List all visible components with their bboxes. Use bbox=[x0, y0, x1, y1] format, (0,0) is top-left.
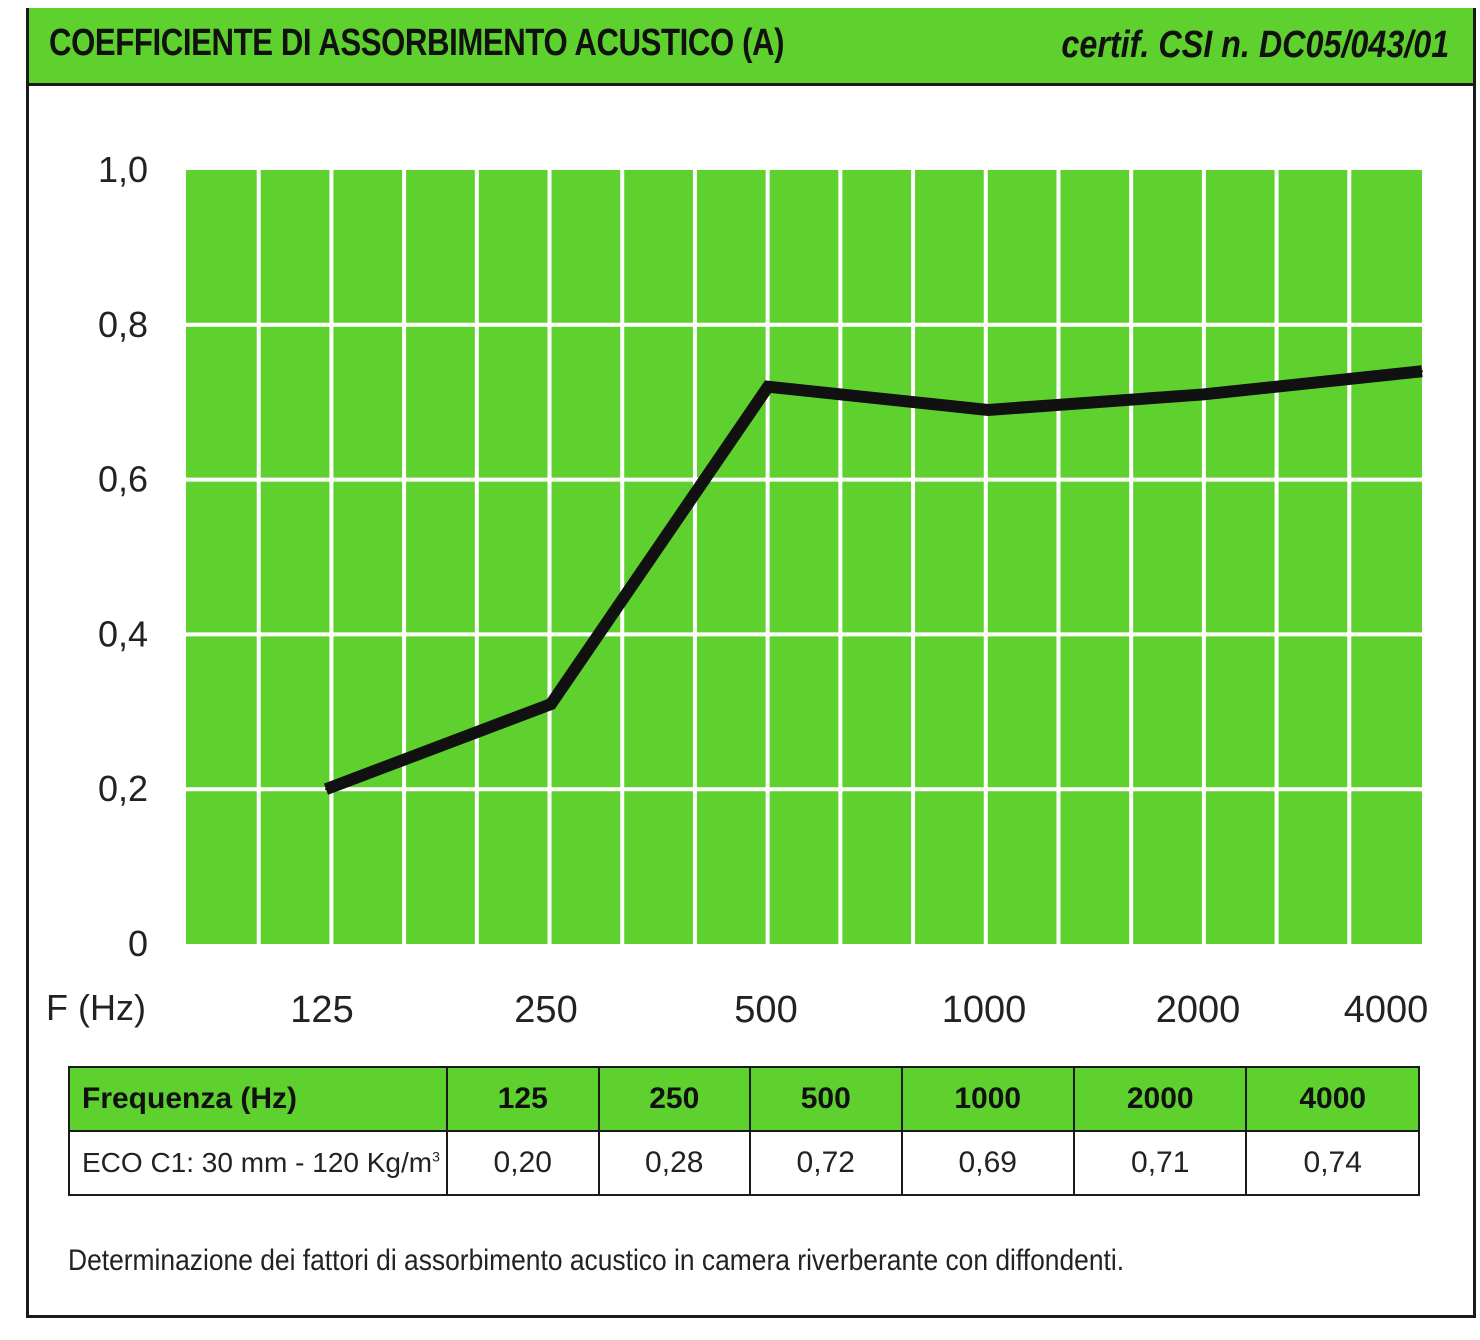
plot-area bbox=[186, 170, 1422, 944]
certification-label: certif. CSI n. DC05/043/01 bbox=[1061, 24, 1449, 66]
y-tick-label: 0,2 bbox=[98, 768, 148, 809]
absorption-chart: 0 0,2 0,4 0,6 0,8 1,0 F (Hz) 125 250 500 1000 2000 4… bbox=[46, 149, 1429, 1031]
table-header-row: Frequenza (Hz) 125 250 500 1000 2000 400… bbox=[68, 1066, 1420, 1132]
y-tick-label: 0,6 bbox=[98, 459, 148, 500]
table-header-freq: 250 bbox=[597, 1066, 751, 1132]
unit-superscript: 3 bbox=[432, 1148, 440, 1165]
data-point bbox=[767, 385, 769, 388]
table-header-label: Frequenza (Hz) bbox=[68, 1066, 448, 1132]
x-axis-label: F (Hz) bbox=[46, 987, 146, 1028]
table-cell-value: 0,20 bbox=[446, 1130, 600, 1196]
frequency-table: Frequenza (Hz) 125 250 500 1000 2000 400… bbox=[68, 1066, 1420, 1196]
table-header-freq: 1000 bbox=[900, 1066, 1075, 1132]
y-tick-label: 0,8 bbox=[98, 304, 148, 345]
chart-title: Coefficiente di assorbimento acustico (α… bbox=[49, 22, 785, 64]
table-row-label: ECO C1: 30 mm - 120 Kg/m3 bbox=[68, 1130, 448, 1196]
data-point bbox=[325, 788, 327, 791]
x-tick-label: 250 bbox=[514, 989, 577, 1031]
table-cell-value: 0,74 bbox=[1245, 1130, 1420, 1196]
y-tick-label: 1,0 bbox=[98, 149, 148, 190]
x-tick-label: 2000 bbox=[1156, 989, 1241, 1031]
y-tick-label: 0 bbox=[128, 923, 148, 964]
table-cell-value: 0,71 bbox=[1072, 1130, 1248, 1196]
table-cell-value: 0,28 bbox=[597, 1130, 751, 1196]
x-tick-label: 125 bbox=[290, 989, 353, 1031]
table-header-freq: 2000 bbox=[1072, 1066, 1248, 1132]
series-line bbox=[323, 365, 1423, 795]
table-cell-value: 0,69 bbox=[900, 1130, 1075, 1196]
x-tick-label: 4000 bbox=[1344, 989, 1429, 1031]
data-point bbox=[550, 703, 552, 706]
x-tick-label: 1000 bbox=[942, 989, 1027, 1031]
chart-header: Coefficiente di assorbimento acustico (α… bbox=[29, 8, 1473, 86]
y-tick-label: 0,4 bbox=[98, 613, 148, 654]
table-header-freq: 4000 bbox=[1245, 1066, 1420, 1132]
data-point bbox=[1421, 370, 1423, 373]
x-tick-label: 500 bbox=[734, 989, 797, 1031]
table-row: ECO C1: 30 mm - 120 Kg/m3 0,20 0,28 0,72… bbox=[68, 1130, 1420, 1196]
data-point bbox=[987, 408, 989, 411]
table-header-freq: 125 bbox=[446, 1066, 600, 1132]
table-cell-value: 0,72 bbox=[749, 1130, 903, 1196]
data-point bbox=[1202, 393, 1204, 396]
footnote: Determinazione dei fattori di assorbimen… bbox=[68, 1244, 1125, 1277]
alpha-symbol: (α) bbox=[742, 22, 785, 64]
table-header-freq: 500 bbox=[749, 1066, 903, 1132]
